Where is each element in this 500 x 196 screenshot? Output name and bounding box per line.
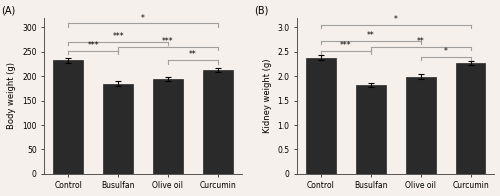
Text: *: *: [394, 15, 398, 24]
Bar: [456, 63, 486, 174]
Y-axis label: Body weight (g): Body weight (g): [8, 62, 16, 129]
Bar: [203, 70, 232, 174]
Bar: [356, 85, 386, 174]
Text: **: **: [367, 31, 374, 40]
Text: ***: ***: [340, 41, 351, 50]
Text: **: **: [417, 37, 424, 46]
Y-axis label: Kidney weight (g): Kidney weight (g): [263, 58, 272, 133]
Bar: [103, 83, 133, 174]
Text: (A): (A): [1, 5, 15, 15]
Text: ***: ***: [162, 37, 173, 46]
Bar: [306, 58, 336, 174]
Bar: [153, 79, 183, 174]
Text: *: *: [444, 47, 448, 56]
Bar: [406, 77, 436, 174]
Text: *: *: [141, 14, 145, 23]
Text: ***: ***: [88, 41, 99, 50]
Text: **: **: [189, 50, 196, 59]
Text: ***: ***: [112, 32, 124, 41]
Bar: [54, 60, 83, 174]
Text: (B): (B): [254, 5, 268, 15]
